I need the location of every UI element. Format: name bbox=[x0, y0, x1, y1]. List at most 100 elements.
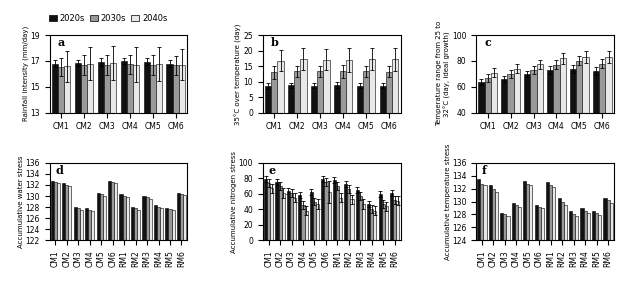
Bar bbox=[265, 86, 272, 113]
Bar bbox=[160, 208, 163, 293]
Bar bbox=[350, 199, 353, 240]
Bar bbox=[311, 86, 317, 113]
Bar bbox=[157, 207, 160, 293]
Bar bbox=[379, 86, 386, 113]
Bar bbox=[529, 185, 533, 293]
Bar bbox=[149, 65, 156, 280]
Bar bbox=[310, 192, 313, 240]
Bar bbox=[340, 71, 346, 113]
Bar bbox=[385, 206, 388, 240]
Bar bbox=[103, 196, 106, 293]
Bar bbox=[484, 185, 487, 293]
Bar bbox=[68, 186, 71, 293]
Bar bbox=[359, 196, 362, 240]
Bar bbox=[390, 193, 393, 240]
Bar bbox=[321, 179, 324, 240]
Bar bbox=[264, 179, 267, 240]
Bar bbox=[169, 209, 172, 293]
Bar bbox=[500, 213, 503, 293]
Bar bbox=[560, 202, 564, 293]
Bar bbox=[492, 189, 495, 293]
Bar bbox=[518, 207, 521, 293]
Bar bbox=[575, 216, 578, 293]
Bar bbox=[87, 64, 93, 280]
Bar bbox=[183, 195, 186, 293]
Bar bbox=[583, 211, 587, 293]
Bar bbox=[334, 85, 340, 113]
Bar bbox=[97, 193, 100, 293]
Bar bbox=[373, 211, 376, 240]
Bar bbox=[489, 185, 492, 293]
Bar bbox=[143, 196, 146, 293]
Bar bbox=[294, 71, 301, 113]
Bar bbox=[357, 86, 363, 113]
Bar bbox=[57, 183, 60, 293]
Bar bbox=[293, 198, 296, 240]
Bar bbox=[278, 186, 281, 240]
Bar bbox=[172, 65, 179, 280]
Bar bbox=[570, 69, 577, 164]
Y-axis label: Accumulative water stress: Accumulative water stress bbox=[18, 155, 24, 248]
Bar bbox=[154, 205, 157, 293]
Text: d: d bbox=[55, 165, 63, 176]
Bar bbox=[577, 61, 583, 164]
Bar bbox=[485, 78, 491, 164]
Bar bbox=[531, 70, 537, 164]
Bar bbox=[580, 208, 583, 293]
Bar bbox=[538, 207, 541, 293]
Y-axis label: Accumulative nitrogen stress: Accumulative nitrogen stress bbox=[231, 151, 237, 253]
Bar bbox=[369, 59, 375, 113]
Bar bbox=[525, 74, 531, 164]
Bar bbox=[367, 204, 370, 240]
Bar bbox=[569, 211, 572, 293]
Bar bbox=[304, 211, 308, 240]
Bar bbox=[287, 191, 290, 240]
Bar bbox=[552, 187, 556, 293]
Bar bbox=[91, 211, 94, 293]
Bar bbox=[323, 59, 329, 113]
Bar bbox=[272, 72, 278, 113]
Bar bbox=[603, 198, 606, 293]
Bar bbox=[356, 190, 359, 240]
Bar bbox=[606, 200, 609, 293]
Text: c: c bbox=[484, 38, 491, 48]
Bar bbox=[88, 210, 91, 293]
Bar bbox=[77, 208, 80, 293]
Bar bbox=[609, 203, 613, 293]
Bar bbox=[479, 82, 485, 164]
Bar bbox=[396, 201, 399, 240]
Bar bbox=[270, 188, 273, 240]
Bar bbox=[572, 214, 575, 293]
Bar bbox=[507, 216, 510, 293]
Bar bbox=[362, 204, 365, 240]
Bar bbox=[382, 204, 385, 240]
Bar bbox=[108, 180, 111, 293]
Bar bbox=[317, 71, 323, 113]
Bar bbox=[313, 202, 316, 240]
Bar bbox=[508, 74, 514, 164]
Bar bbox=[564, 205, 567, 293]
Bar bbox=[392, 59, 398, 113]
Bar bbox=[301, 205, 304, 240]
Bar bbox=[541, 208, 544, 293]
Text: f: f bbox=[482, 165, 487, 176]
Bar bbox=[177, 193, 180, 293]
Bar bbox=[526, 183, 529, 293]
Bar bbox=[592, 211, 595, 293]
Bar bbox=[120, 61, 126, 280]
Bar bbox=[123, 196, 126, 293]
Bar bbox=[593, 71, 600, 164]
Y-axis label: Temperature range from 25 to
32°C (day, ideal growth): Temperature range from 25 to 32°C (day, … bbox=[436, 21, 451, 127]
Bar bbox=[333, 180, 336, 240]
Bar bbox=[81, 65, 87, 280]
Bar bbox=[172, 210, 175, 293]
Bar bbox=[80, 210, 83, 293]
Bar bbox=[324, 182, 327, 240]
Bar bbox=[316, 204, 319, 240]
Bar bbox=[554, 65, 560, 164]
Bar bbox=[111, 182, 114, 293]
Bar bbox=[514, 69, 520, 164]
Bar bbox=[51, 180, 54, 293]
Bar bbox=[347, 189, 350, 240]
Bar bbox=[166, 64, 172, 280]
